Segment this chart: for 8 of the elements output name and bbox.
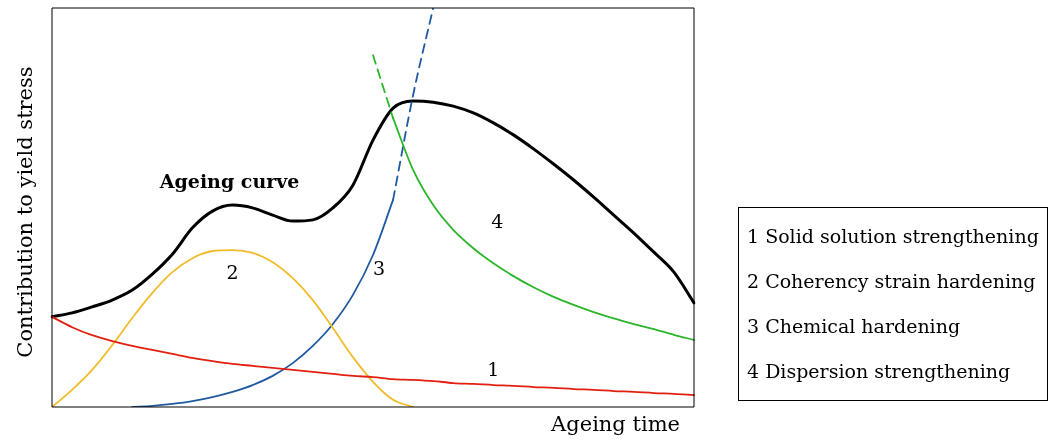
x-axis-title: Ageing time <box>550 411 680 436</box>
series-label: Ageing curve <box>158 170 300 193</box>
key-box: 1 Solid solution strengthening 2 Coherency strain hardening 3 Chemical hardening 4 Dispersion strengthening <box>738 207 1048 401</box>
series-label: 3 <box>372 256 386 279</box>
series-label: 2 <box>226 261 239 284</box>
y-axis-title: Contribution to yield stress <box>13 65 37 360</box>
series-label: 4 <box>491 210 504 233</box>
series-label: 1 <box>487 357 500 380</box>
